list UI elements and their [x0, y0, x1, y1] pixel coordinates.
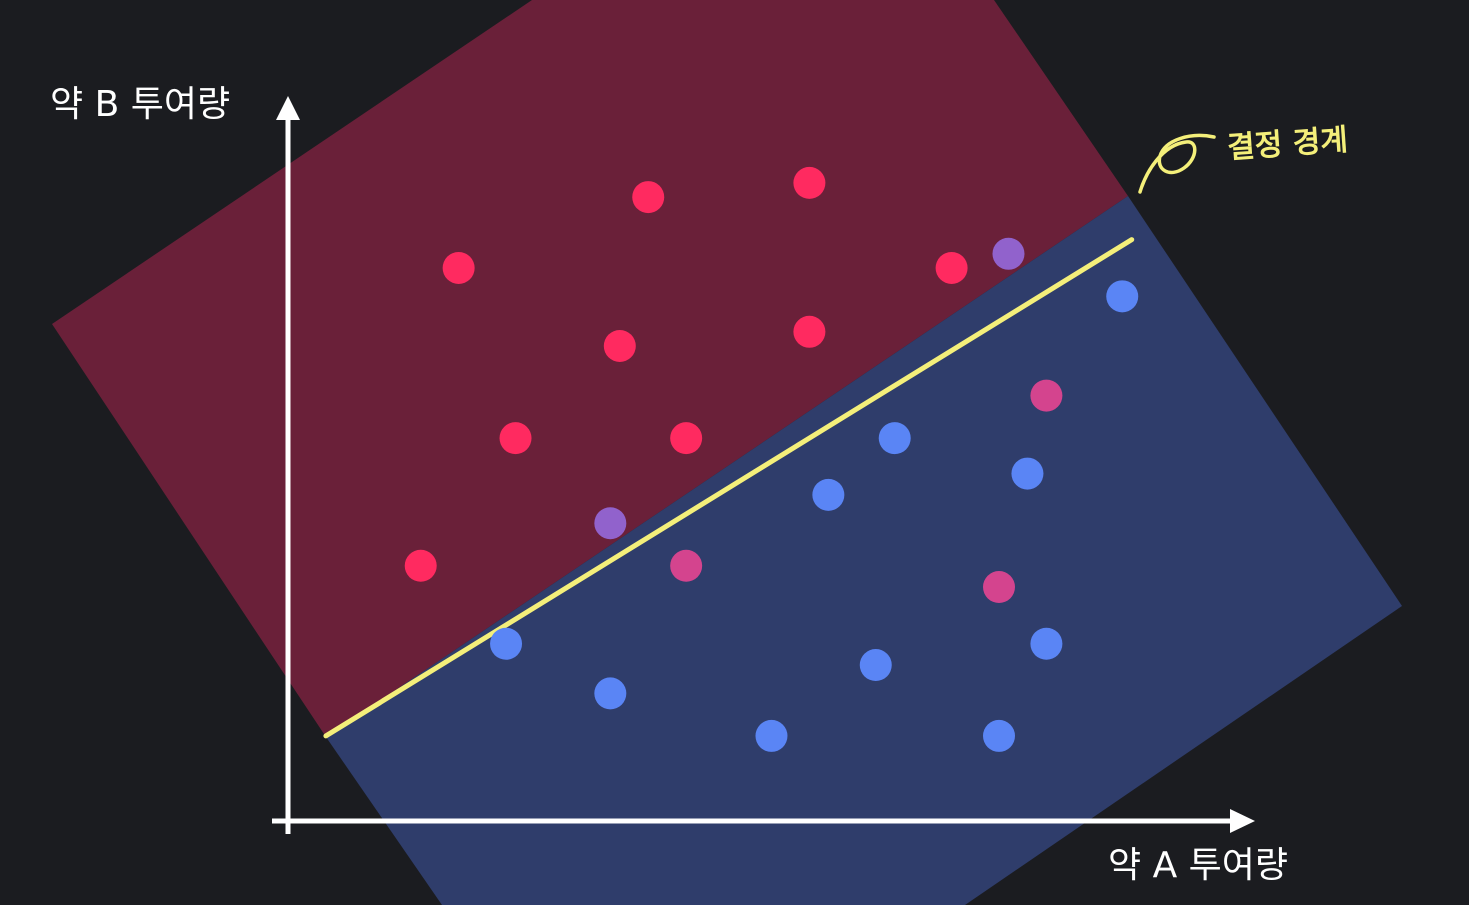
red-point-2: [632, 181, 665, 214]
blue-point-4: [812, 478, 845, 511]
red-point-3: [793, 166, 826, 199]
x-axis-arrowhead: [1230, 809, 1255, 833]
red-misclassified-point-1: [1030, 379, 1063, 412]
red-point-7: [499, 422, 532, 455]
blue-point-1: [1106, 280, 1139, 313]
decision-boundary-line: [323, 237, 1135, 739]
blue-point-7: [755, 719, 788, 752]
red-point-1: [442, 251, 475, 284]
boundary-purple-point-1: [992, 237, 1025, 270]
blue-point-3: [1011, 457, 1044, 490]
boundary-purple-point-2: [594, 507, 627, 540]
red-misclassified-point-3: [983, 571, 1015, 604]
decision-boundary-annotation: 결정 경계: [1226, 123, 1349, 166]
red-class-region: [52, 0, 1128, 737]
red-point-5: [603, 329, 636, 362]
red-point-6: [793, 315, 826, 348]
y-axis-arrowhead: [276, 96, 300, 120]
blue-point-10: [983, 719, 1015, 752]
blue-point-5: [490, 627, 523, 660]
axes: [272, 96, 1255, 834]
y-axis-label: 약 B 투여량: [50, 84, 230, 125]
red-point-4: [935, 251, 968, 284]
blue-point-9: [1030, 627, 1063, 660]
blue-point-8: [859, 649, 892, 682]
annotation-swirl: [1138, 133, 1216, 194]
blue-point-6: [594, 677, 627, 710]
red-point-8: [670, 422, 703, 455]
red-misclassified-point-2: [670, 549, 703, 582]
x-axis-label: 약 A 투여량: [1108, 845, 1288, 886]
blue-class-region: [326, 196, 1402, 905]
blue-point-2: [878, 422, 911, 455]
data-points: [404, 166, 1139, 752]
decision-regions: [52, 0, 1402, 905]
red-point-9: [404, 549, 437, 582]
